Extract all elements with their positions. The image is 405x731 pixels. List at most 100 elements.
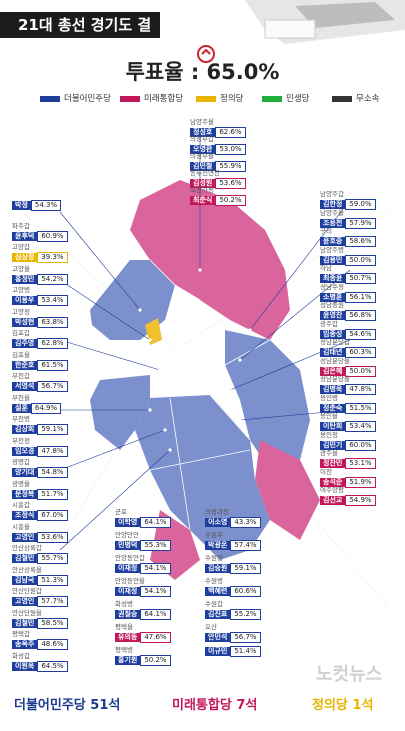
district-name: 고양갑 [12, 243, 30, 251]
candidate-name: 설훈 [12, 403, 31, 413]
vote-percentage: 47.8% [37, 445, 68, 457]
district-name: 고양을 [12, 264, 30, 273]
district-name: 부천병 [12, 415, 30, 423]
vote-percentage: 54.8% [37, 467, 68, 478]
district-name: 성남분당갑 [320, 338, 350, 346]
candidate-name: 김은혜 [320, 366, 346, 376]
district-label: 수원갑 김진표 55.2% [205, 600, 261, 620]
district-label: 평택을 유의동 47.6% [115, 623, 171, 643]
district-name: 하남 [320, 264, 332, 272]
candidate-name: 문정복 [12, 489, 38, 499]
vote-percentage: 53.4% [37, 295, 68, 306]
district-name: 평택갑 [12, 630, 30, 638]
district-name: 파주갑 [12, 221, 30, 230]
candidate-name: 임종성 [320, 329, 346, 339]
district-label: 고양을 홍정민 54.2% [12, 265, 68, 285]
candidate-name: 안민석 [205, 633, 231, 642]
district-label: 남양주을 정성호 62.6% [190, 118, 246, 138]
vote-percentage: 60.6% [230, 586, 261, 597]
legend-item-independent: 무소속 [332, 92, 379, 106]
district-name: 구리 [320, 227, 332, 235]
seats-upp: 미래통합당 7석 [172, 698, 258, 713]
candidate-name: 최종윤 [320, 274, 346, 283]
vote-percentage: 60.0% [345, 439, 376, 451]
candidate-name: 이재정 [115, 564, 141, 573]
district-label: 성남분당갑 김태년 60.3% [320, 338, 376, 358]
candidate-name: 조정식 [12, 511, 38, 520]
gyeonggi-map [19, 130, 391, 611]
district-label: 의정부을 김민철 55.9% [190, 152, 246, 172]
district-name: 수원병 [205, 577, 223, 585]
candidate-name: 송옥주 [12, 640, 38, 649]
candidate-name: 심상정 [12, 253, 38, 262]
district-name: 의정부을 [190, 152, 214, 160]
district-label: 시흥을 고영인 53.6% [12, 523, 68, 543]
district-name: 남양주을 [190, 118, 214, 126]
candidate-name: 한준호 [12, 360, 38, 370]
candidate-name: 김상희 [12, 425, 38, 434]
vote-percentage: 51.7% [37, 488, 68, 500]
candidate-name: 이규민 [205, 647, 231, 656]
candidate-name: 김민기 [320, 440, 346, 450]
page-title: 21대 총선 경기도 결과 [0, 12, 160, 60]
candidate-name: 김선교 [320, 496, 346, 505]
vote-stamp-icon [197, 45, 215, 63]
district-label: 김포을 한준호 61.5% [12, 351, 68, 371]
district-label: 안양동안갑 이재정 54.1% [115, 554, 171, 574]
district-name: 광주을 [320, 449, 338, 457]
district-label: 평택갑 송옥주 48.6% [12, 630, 68, 650]
district-name: 의왕과천 [205, 508, 229, 516]
district-name: 용인을 [320, 412, 338, 420]
map-region-east-upp [255, 440, 320, 540]
district-label: 화성병 권칠승 64.1% [115, 600, 171, 620]
candidate-name: 이용우 [12, 296, 38, 305]
district-name: 수원갑 [205, 600, 223, 608]
district-label: 의왕과천 이소영 43.3% [205, 508, 261, 528]
vote-percentage: 50.0% [345, 365, 376, 377]
district-name: 안양만안 [115, 531, 139, 539]
district-label: 용인을 이탄희 53.4% [320, 412, 376, 432]
district-name: 성남분당을 [320, 375, 350, 383]
district-label: 성남수정 소병훈 56.1% [320, 283, 376, 303]
district-name: 남양주병 [320, 245, 344, 254]
map-region-southwest [90, 375, 150, 450]
district-name: 여주양평 [320, 486, 344, 494]
candidate-name: 백혜련 [205, 587, 231, 596]
vote-percentage: 53.1% [345, 458, 376, 469]
district-name: 성남중원 [320, 301, 344, 309]
district-name: 포천가평 [190, 186, 214, 194]
candidate-name: 윤호중 [320, 237, 346, 246]
district-name: 수원정 [205, 554, 223, 562]
candidate-name: 양기대 [12, 468, 38, 477]
vote-percentage: 57.9% [345, 217, 376, 229]
district-label: 안산상록을 김남국 51.3% [12, 566, 68, 586]
district-label: 남양주갑 김한정 59.0% [320, 190, 376, 210]
district-name: 시흥을 [12, 522, 30, 531]
vote-percentage: 54.9% [345, 495, 376, 506]
district-name: 김포을 [12, 350, 30, 359]
district-name: 안산단원을 [12, 608, 42, 617]
candidate-name: 최춘식 [190, 196, 216, 205]
vote-percentage: 56.7% [37, 381, 68, 392]
district-label: 안산상록갑 김철민 55.7% [12, 544, 68, 564]
vote-percentage: 54.2% [37, 273, 68, 285]
district-name: 화성병 [115, 600, 133, 608]
vote-percentage: 57.7% [37, 596, 68, 607]
map-region-goyang-jus [145, 318, 162, 345]
vote-percentage: 56.7% [230, 632, 261, 643]
vote-percentage: 55.9% [215, 161, 246, 172]
district-name: 고양병 [12, 286, 30, 294]
vote-percentage: 67.0% [37, 510, 68, 521]
ballot-hand-illustration [245, 0, 405, 44]
candidate-name: 김성원 [190, 179, 216, 188]
district-name: 의정부갑 [190, 135, 214, 143]
vote-percentage: 62.8% [37, 338, 68, 349]
district-name: 안산상록을 [12, 565, 42, 574]
vote-percentage: 51.9% [345, 476, 376, 488]
district-label: 포천가평 최춘식 50.2% [190, 186, 246, 206]
candidate-name: 박성현 [12, 317, 38, 327]
candidate-name: 김철민 [12, 554, 38, 563]
candidate-name: 홍기원 [115, 656, 141, 665]
district-name: 남양주갑 [320, 190, 344, 198]
district-label: 군포 이학영 64.1% [115, 508, 171, 528]
